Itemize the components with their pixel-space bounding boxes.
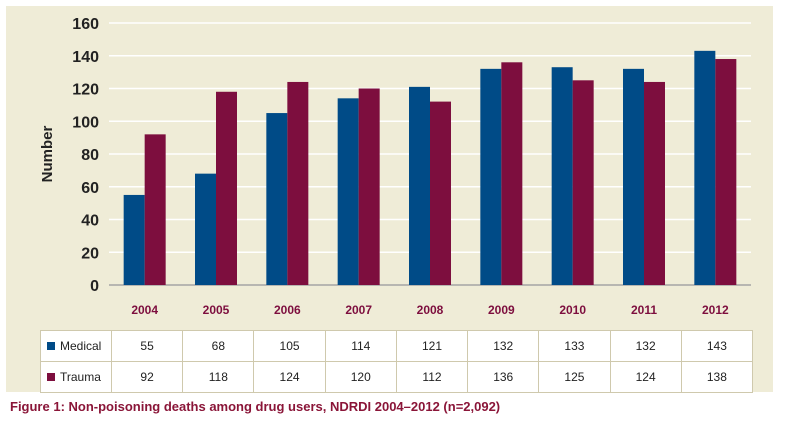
- y-tick-label: 100: [72, 114, 99, 131]
- table-cell: 132: [467, 330, 540, 362]
- table-cell: 124: [609, 361, 682, 393]
- series-legend-cell: Medical: [40, 330, 112, 362]
- series-legend-cell: Trauma: [40, 361, 112, 393]
- bar-medical-2005: [195, 173, 216, 285]
- table-cell: 132: [609, 330, 682, 362]
- y-tick-label: 60: [81, 180, 99, 197]
- y-tick-label: 20: [81, 245, 99, 262]
- table-cell: 136: [467, 361, 540, 393]
- table-row-medical: Medical 55 68 105 114 121 132 133 132 143: [40, 330, 754, 362]
- table-cell: 124: [253, 361, 326, 393]
- bar-trauma-2004: [144, 134, 166, 285]
- bar-chart: 0 20 40 60 80 100 120 140 160 Number 2004 2005 2006 2…: [39, 16, 751, 317]
- table-cell: 121: [395, 330, 469, 362]
- bar-medical-2009: [480, 68, 502, 285]
- x-tick-label: 2005: [203, 303, 230, 317]
- table-cell: 143: [680, 330, 754, 362]
- x-tick-label: 2010: [559, 303, 586, 317]
- table-cell: 118: [182, 361, 255, 393]
- table-cell: 92: [110, 361, 184, 393]
- y-tick-label: 80: [81, 147, 99, 164]
- bar-trauma-2010: [572, 80, 594, 285]
- bar-trauma-2006: [287, 81, 309, 285]
- table-cell: 105: [253, 330, 326, 362]
- y-axis-label: Number: [39, 126, 56, 183]
- legend-swatch: [47, 373, 55, 381]
- x-tick-label: 2012: [702, 303, 729, 317]
- table-cell: 120: [324, 361, 397, 393]
- table-cell: 125: [538, 361, 611, 393]
- bar-medical-2004: [123, 194, 145, 285]
- legend-swatch: [47, 342, 55, 350]
- bar-trauma-2005: [216, 91, 237, 286]
- x-tick-label: 2004: [131, 303, 158, 317]
- bar-medical-2008: [409, 86, 430, 285]
- y-tick-label: 140: [72, 49, 99, 66]
- table-cell: 55: [110, 330, 184, 362]
- y-tick-label: 40: [81, 213, 99, 230]
- table-cell: 138: [680, 361, 754, 393]
- chart-panel: 0 20 40 60 80 100 120 140 160 Number 2004 2005 2006 2…: [6, 6, 773, 393]
- bar-trauma-2011: [644, 81, 665, 285]
- x-tick-label: 2007: [345, 303, 372, 317]
- y-tick-label: 0: [90, 278, 99, 295]
- bar-medical-2010: [551, 67, 573, 286]
- table-row-trauma: Trauma 92 118 124 120 112 136 125 124 138: [40, 361, 754, 393]
- bar-trauma-2012: [715, 59, 737, 286]
- table-cell: 112: [395, 361, 469, 393]
- series-name: Medical: [60, 339, 102, 353]
- bar-trauma-2008: [430, 101, 451, 285]
- figure-caption: Figure 1: Non-poisoning deaths among dru…: [10, 399, 501, 414]
- series-name: Trauma: [60, 370, 101, 384]
- bar-medical-2007: [337, 98, 359, 285]
- x-tick-label: 2008: [417, 303, 444, 317]
- table-cell: 133: [538, 330, 611, 362]
- table-cell: 114: [324, 330, 397, 362]
- bar-medical-2006: [266, 113, 288, 285]
- bar-medical-2012: [694, 50, 716, 286]
- x-tick-label: 2006: [274, 303, 301, 317]
- y-tick-label: 160: [72, 16, 99, 33]
- y-tick-label: 120: [72, 82, 99, 99]
- data-table: Medical 55 68 105 114 121 132 133 132 143 Trauma 92…: [40, 330, 754, 393]
- x-tick-label: 2011: [631, 303, 657, 317]
- bar-trauma-2007: [358, 88, 380, 285]
- table-cell: 68: [182, 330, 255, 362]
- x-tick-label: 2009: [488, 303, 515, 317]
- bar-medical-2011: [623, 68, 644, 285]
- bar-trauma-2009: [501, 62, 523, 285]
